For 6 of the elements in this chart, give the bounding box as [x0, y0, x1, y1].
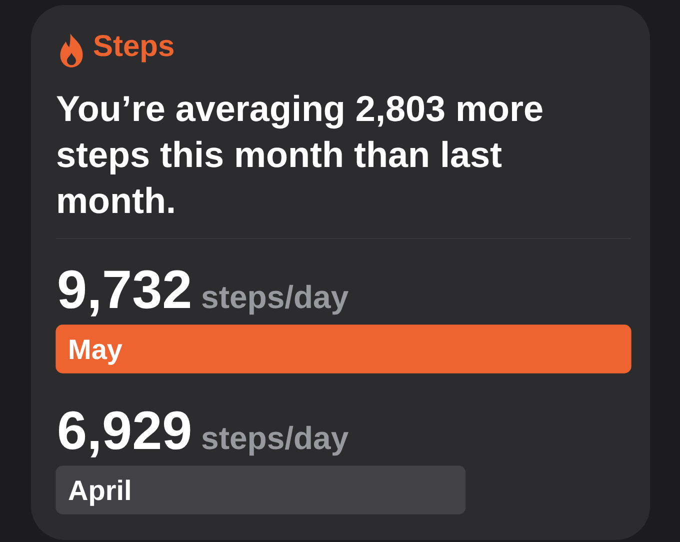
data-label: 6,929 steps/day [57, 401, 349, 461]
data-label: 9,732 steps/day [57, 260, 349, 320]
y-tick-label: May [68, 334, 123, 365]
y-tick-label: April [68, 475, 132, 506]
chart-subtitle: You’re averaging 2,803 more steps this month than last month. [56, 87, 545, 223]
chart-title: Steps [93, 29, 175, 65]
